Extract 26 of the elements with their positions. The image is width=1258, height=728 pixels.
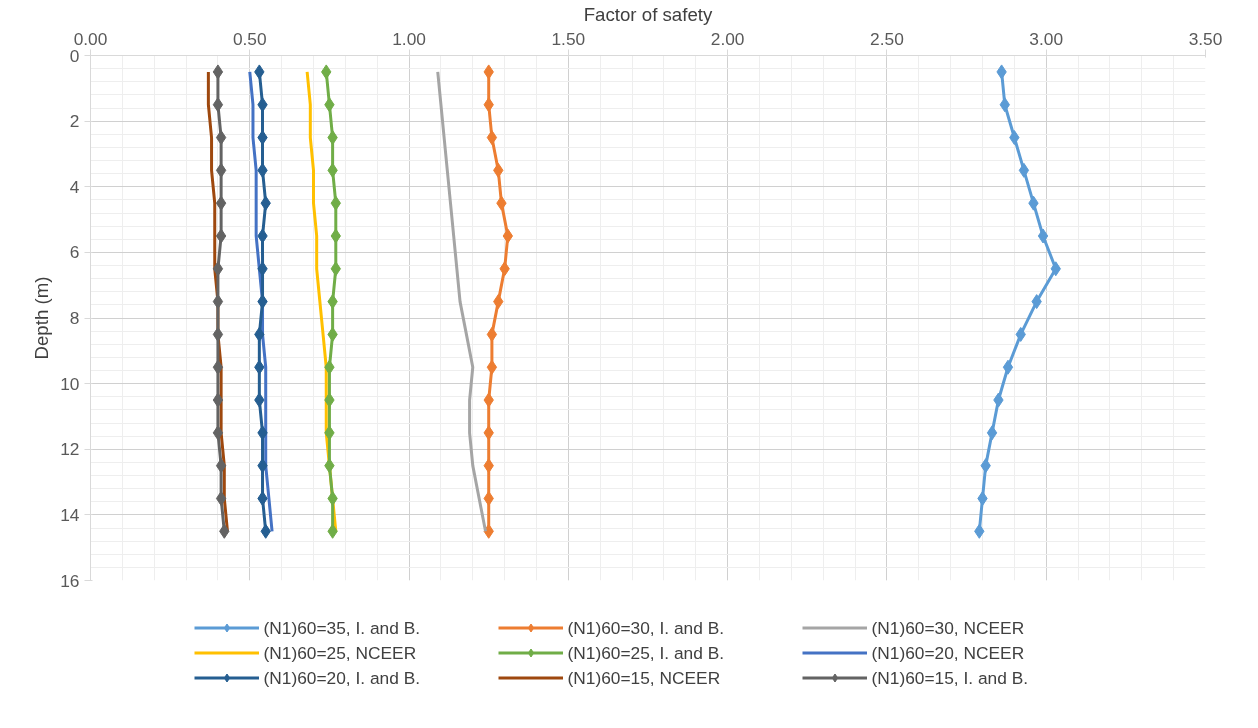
y-tick-label: 4	[69, 176, 80, 197]
x-tick-label: 1.50	[551, 28, 586, 49]
y-tick-label: 2	[69, 111, 80, 132]
y-tick-label: 12	[60, 439, 80, 460]
legend-label: (N1)60=15, NCEER	[567, 667, 722, 688]
x-tick-label: 0.50	[232, 28, 267, 49]
legend-label: (N1)60=20, I. and B.	[263, 667, 422, 688]
x-tick-label: 3.50	[1188, 28, 1223, 49]
y-axis-title: Depth (m)	[31, 276, 53, 360]
y-tick-label: 16	[60, 570, 80, 591]
y-tick-label: 14	[60, 504, 80, 525]
legend-label: (N1)60=15, I. and B.	[871, 667, 1030, 688]
legend-label: (N1)60=25, NCEER	[263, 642, 418, 663]
legend-label: (N1)60=35, I. and B.	[263, 617, 422, 638]
x-tick-label: 2.50	[870, 28, 904, 49]
legend-label: (N1)60=20, NCEER	[871, 642, 1026, 663]
y-tick-label: 6	[69, 242, 80, 263]
x-axis-title: Factor of safety	[583, 3, 713, 25]
x-tick-label: 1.00	[392, 28, 426, 49]
x-tick-label: 3.00	[1029, 28, 1064, 49]
y-tick-label: 8	[69, 308, 80, 328]
legend-label: (N1)60=30, NCEER	[871, 617, 1026, 638]
legend-label: (N1)60=25, I. and B.	[567, 642, 726, 663]
legend-label: (N1)60=30, I. and B.	[567, 617, 726, 638]
y-tick-label: 10	[60, 373, 80, 394]
x-tick-label: 2.00	[710, 28, 745, 49]
